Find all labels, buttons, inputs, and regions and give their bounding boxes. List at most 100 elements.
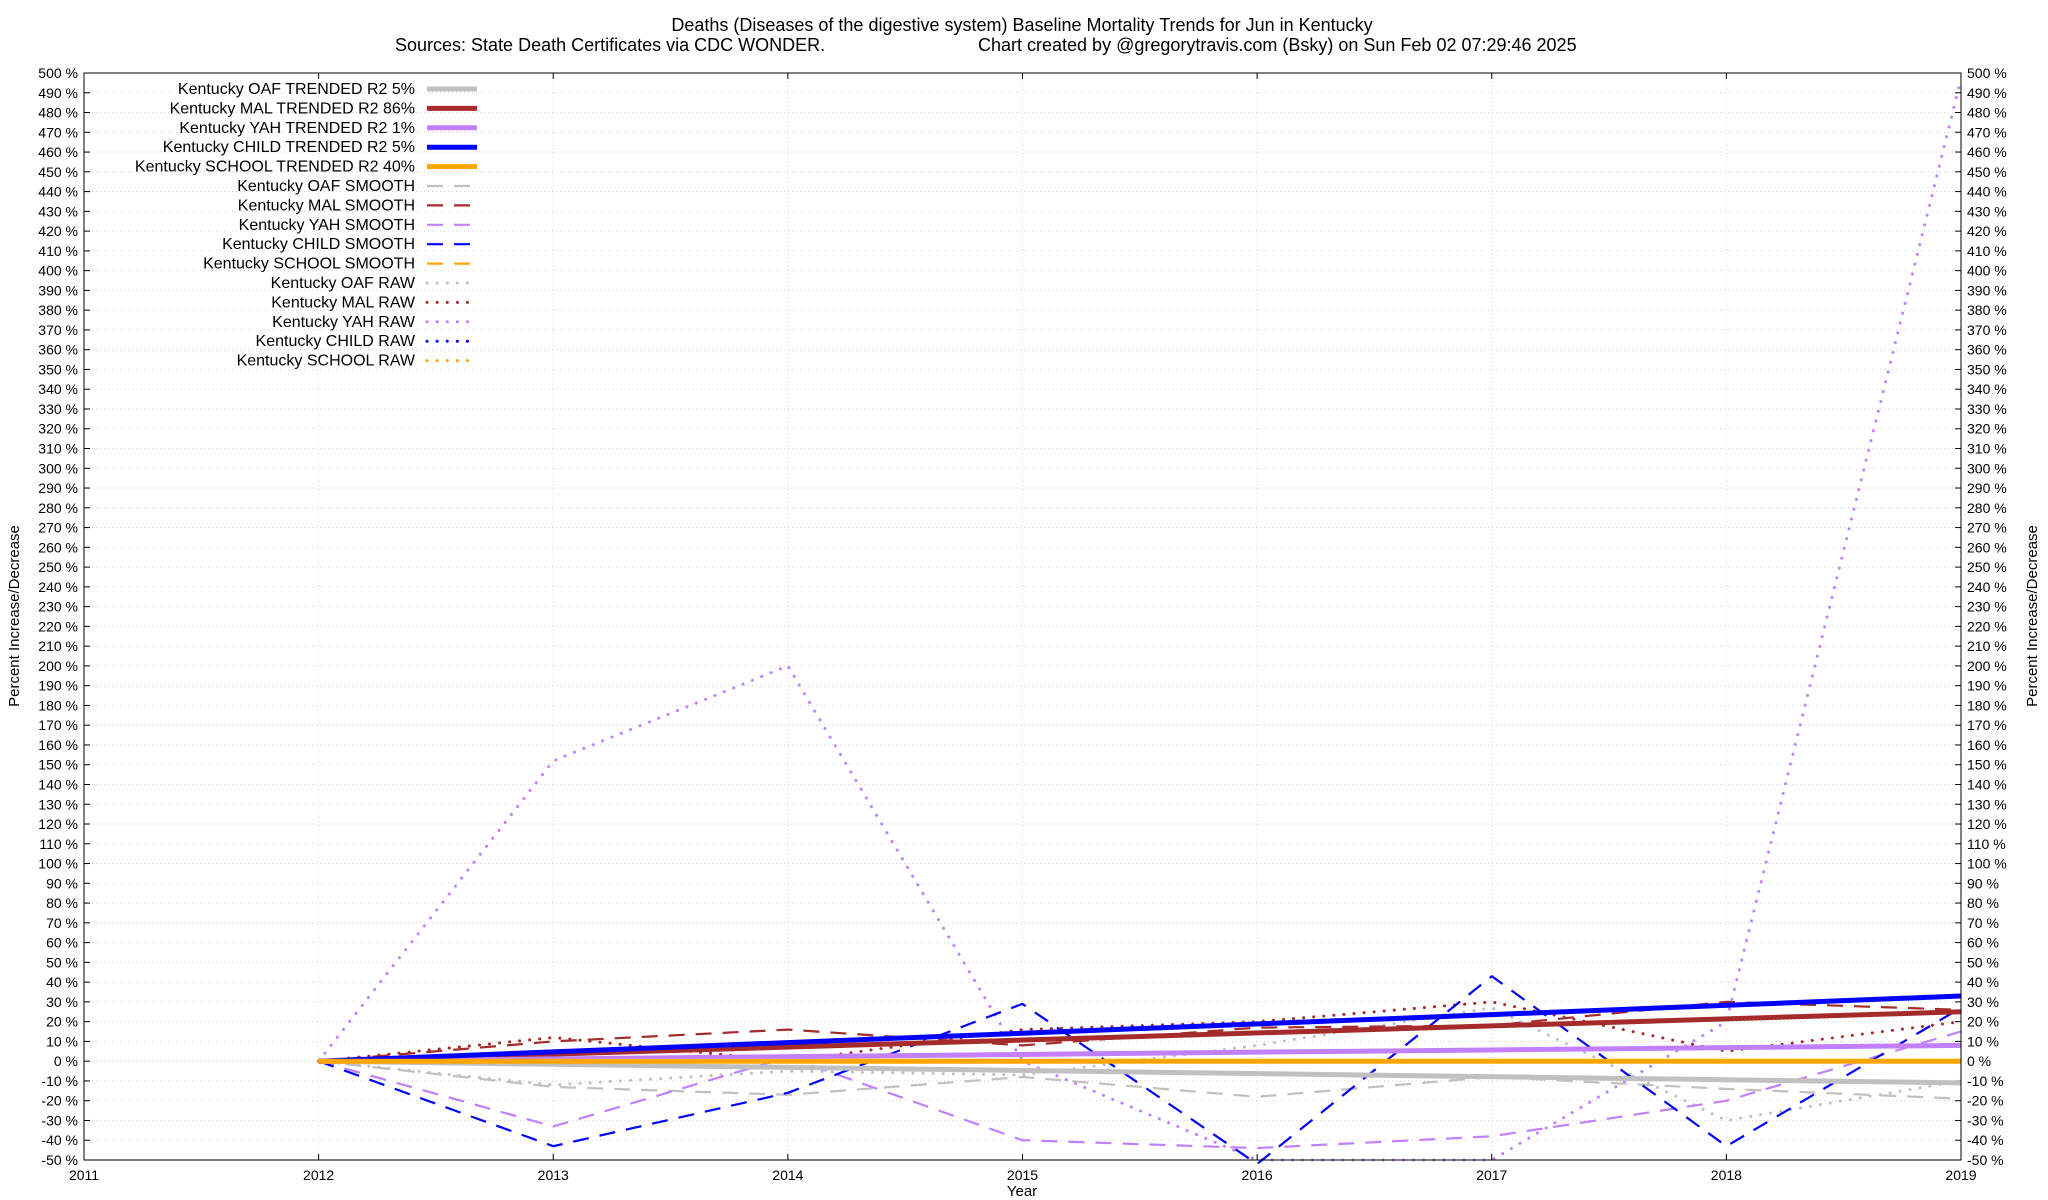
y-tick-label: 430 % — [1967, 203, 2007, 219]
legend-label: Kentucky CHILD TRENDED R2 5% — [163, 139, 415, 156]
x-tick-label: 2019 — [1945, 1167, 1976, 1183]
y-tick-label: 490 % — [1967, 85, 2007, 101]
y-tick-label: -50 % — [1967, 1152, 2004, 1168]
y-tick-label: 140 % — [38, 776, 78, 792]
y-tick-label: 50 % — [46, 954, 78, 970]
y-tick-label: 350 % — [38, 361, 78, 377]
series-smooth-line — [318, 1060, 1962, 1100]
y-tick-label: 410 % — [1967, 243, 2007, 259]
y-tick-label: 400 % — [1967, 263, 2007, 279]
series-trend-line — [318, 1042, 1962, 1064]
y-tick-label: 470 % — [1967, 124, 2007, 140]
x-tick-label: 2011 — [69, 1167, 99, 1183]
legend-label: Kentucky YAH RAW — [272, 314, 416, 331]
y-tick-label: 180 % — [1967, 697, 2007, 713]
y-tick-label: 440 % — [1967, 184, 2007, 200]
series-trend-line — [318, 1058, 1962, 1086]
y-tick-label: 450 % — [1967, 164, 2007, 180]
y-axis-label-left: Percent Increase/Decrease — [6, 525, 23, 707]
legend-label: Kentucky YAH SMOOTH — [239, 217, 415, 234]
y-tick-label: 390 % — [38, 282, 78, 298]
y-axis-right: -50 % -40 % -30 % -20 % -10 % 0 % 10 % 20 % 30 %… — [1955, 65, 2007, 1168]
series-lines — [317, 77, 1963, 1166]
y-tick-label: 160 % — [1967, 737, 2007, 753]
y-tick-label: -20 % — [1967, 1093, 2004, 1109]
series-smooth-line — [318, 1030, 1962, 1150]
legend: Kentucky OAF TRENDED R2 5% Kentucky MAL T… — [135, 81, 479, 370]
y-tick-label: 60 % — [1967, 935, 1999, 951]
y-tick-label: 380 % — [38, 302, 78, 318]
x-tick-label: 2013 — [538, 1167, 569, 1183]
legend-label: Kentucky OAF TRENDED R2 5% — [178, 81, 415, 98]
y-tick-label: 370 % — [1967, 322, 2007, 338]
y-tick-label: 300 % — [38, 460, 78, 476]
y-tick-label: 480 % — [38, 105, 78, 121]
y-tick-label: 320 % — [38, 421, 78, 437]
series-trend-line — [318, 1009, 1962, 1064]
legend-label: Kentucky SCHOOL RAW — [237, 353, 416, 370]
legend-label: Kentucky MAL TRENDED R2 86% — [170, 100, 415, 117]
y-tick-label: 390 % — [1967, 282, 2007, 298]
y-tick-label: 240 % — [1967, 579, 2007, 595]
y-tick-label: 70 % — [1967, 915, 1999, 931]
y-tick-label: 170 % — [38, 717, 78, 733]
y-tick-label: 200 % — [38, 658, 78, 674]
y-tick-label: 60 % — [46, 935, 78, 951]
y-tick-label: 110 % — [1967, 836, 2006, 852]
y-tick-label: 330 % — [1967, 401, 2007, 417]
y-tick-label: 80 % — [46, 895, 78, 911]
chart-subtitle-left: Sources: State Death Certificates via CD… — [395, 35, 825, 55]
x-tick-label: 2014 — [772, 1167, 803, 1183]
series-raw-line — [317, 77, 1963, 1162]
y-tick-label: 90 % — [1967, 875, 1999, 891]
y-tick-label: 500 % — [1967, 65, 2007, 81]
y-axis-left: -50 % -40 % -30 % -20 % -10 % 0 % 10 % 20 % 30 %… — [38, 65, 90, 1168]
y-tick-label: 150 % — [1967, 757, 2007, 773]
y-tick-label: 190 % — [1967, 678, 2007, 694]
y-tick-label: -40 % — [41, 1132, 78, 1148]
y-tick-label: -40 % — [1967, 1132, 2004, 1148]
y-tick-label: 270 % — [38, 520, 78, 536]
y-tick-label: 10 % — [46, 1033, 78, 1049]
y-tick-label: 320 % — [1967, 421, 2007, 437]
y-tick-label: 340 % — [38, 381, 78, 397]
y-tick-label: 440 % — [38, 184, 78, 200]
y-tick-label: 210 % — [1967, 638, 2007, 654]
legend-label: Kentucky SCHOOL TRENDED R2 40% — [135, 159, 415, 176]
y-tick-label: 220 % — [38, 618, 78, 634]
y-tick-label: 420 % — [1967, 223, 2007, 239]
y-tick-label: 100 % — [1967, 856, 2007, 872]
y-tick-label: 50 % — [1967, 954, 1999, 970]
y-tick-label: 0 % — [1967, 1053, 1991, 1069]
y-tick-label: 480 % — [1967, 105, 2007, 121]
legend-label: Kentucky YAH TRENDED R2 1% — [179, 120, 415, 137]
y-tick-label: 280 % — [38, 500, 78, 516]
y-tick-label: 500 % — [38, 65, 78, 81]
y-tick-label: -30 % — [1967, 1112, 2004, 1128]
y-tick-label: 100 % — [38, 856, 78, 872]
x-tick-label: 2016 — [1242, 1167, 1273, 1183]
y-tick-label: 150 % — [38, 757, 78, 773]
y-tick-label: 120 % — [38, 816, 78, 832]
y-tick-label: 0 % — [54, 1053, 78, 1069]
series-smooth-line — [318, 975, 1962, 1166]
y-tick-label: 420 % — [38, 223, 78, 239]
y-tick-label: 110 % — [39, 836, 78, 852]
y-tick-label: 310 % — [1967, 441, 2007, 457]
y-tick-label: 130 % — [38, 796, 78, 812]
y-tick-label: 230 % — [38, 599, 78, 615]
x-tick-label: 2018 — [1711, 1167, 1742, 1183]
legend-label: Kentucky SCHOOL SMOOTH — [203, 256, 415, 273]
y-tick-label: 20 % — [1967, 1014, 1999, 1030]
y-tick-label: -50 % — [41, 1152, 78, 1168]
y-tick-label: 10 % — [1967, 1033, 1999, 1049]
legend-label: Kentucky MAL SMOOTH — [238, 197, 415, 214]
y-tick-label: 260 % — [1967, 539, 2007, 555]
chart-title: Deaths (Diseases of the digestive system… — [671, 15, 1372, 35]
legend-label: Kentucky CHILD RAW — [256, 333, 416, 350]
y-tick-label: 430 % — [38, 203, 78, 219]
y-tick-label: 470 % — [38, 124, 78, 140]
legend-label: Kentucky OAF SMOOTH — [237, 178, 415, 195]
y-tick-label: 140 % — [1967, 776, 2007, 792]
y-tick-label: 180 % — [38, 697, 78, 713]
